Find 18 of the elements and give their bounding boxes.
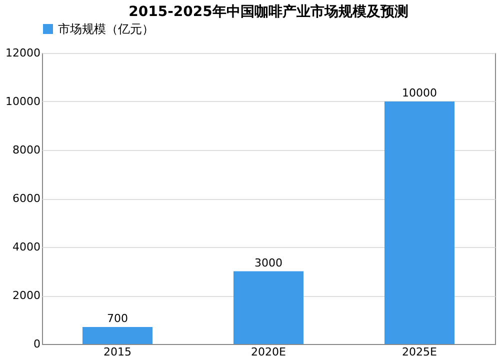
y-tick-label: 4000 [12, 240, 40, 254]
y-tick-label: 12000 [6, 46, 40, 60]
y-tick-label: 2000 [12, 289, 40, 302]
chart-title: 2015-2025年中国咖啡产业市场规模及预测 [128, 3, 408, 20]
x-tick-label: 2020E [251, 346, 286, 358]
y-tick-label: 10000 [6, 95, 40, 108]
bar [82, 327, 152, 344]
data-label: 10000 [402, 86, 437, 100]
x-tick-label: 2025E [402, 346, 438, 358]
legend-label: 市场规模（亿元） [58, 22, 154, 36]
data-label: 3000 [254, 256, 282, 270]
x-tick-label: 2015 [104, 346, 132, 358]
bar [234, 271, 304, 344]
y-tick-label: 0 [34, 338, 40, 350]
bar [384, 102, 454, 344]
y-tick-label: 8000 [12, 144, 40, 156]
y-tick-label: 6000 [12, 192, 40, 205]
data-label: 700 [107, 312, 128, 326]
